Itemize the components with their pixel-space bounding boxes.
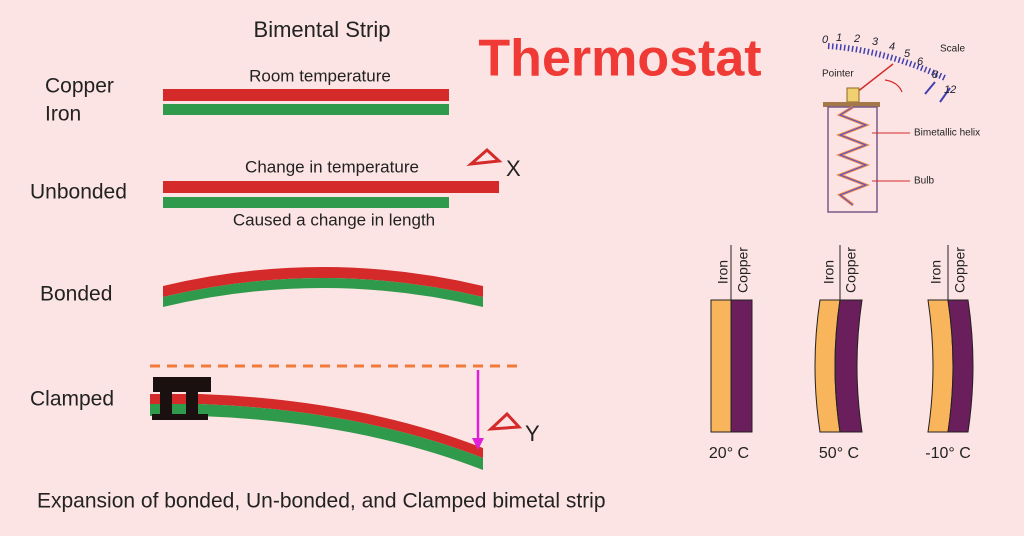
comparison-20: Iron Copper 20° C: [709, 245, 753, 462]
comparison-minus10: Iron Copper -10° C: [925, 245, 974, 462]
scale-number: 0: [822, 34, 829, 46]
copper-bar: [834, 299, 863, 433]
copper-bar: [730, 299, 753, 433]
delta-label: Y: [525, 421, 540, 446]
row-label: Clamped: [30, 388, 114, 411]
iron-strip: [150, 404, 483, 470]
copper-bar: [947, 299, 974, 433]
scale-number: 1: [836, 32, 842, 44]
dial-label: Bulb: [914, 176, 934, 187]
row-label: Bonded: [40, 283, 112, 306]
copper-strip: [163, 89, 449, 101]
metal-label: Iron: [928, 260, 944, 284]
row-label: Iron: [45, 103, 81, 126]
dial-label: Scale: [940, 44, 965, 55]
strip-heading: Bimental Strip: [254, 17, 391, 42]
row-label: Copper: [45, 75, 114, 98]
dial-scale: [827, 43, 947, 81]
scale-number: 4: [889, 41, 895, 53]
bulb-cap: [823, 102, 880, 107]
copper-strip: [150, 394, 483, 458]
caption: Expansion of bonded, Un-bonded, and Clam…: [37, 490, 606, 513]
metal-label: Copper: [735, 247, 751, 293]
row-label: Unbonded: [30, 181, 127, 204]
helix-core: [838, 106, 868, 206]
dial-tick: [939, 87, 951, 103]
copper-strip: [163, 181, 499, 193]
metal-label: Iron: [715, 260, 731, 284]
dial-tick: [924, 81, 936, 95]
iron-bar: [710, 299, 732, 433]
arrow-head: [472, 438, 484, 450]
metal-label: Copper: [843, 247, 859, 293]
scale-number: 3: [872, 36, 879, 48]
iron-strip: [163, 278, 483, 307]
metal-label: Iron: [821, 260, 837, 284]
clamp: [152, 377, 211, 420]
iron-strip: [163, 197, 449, 208]
comparison-50: Iron Copper 50° C: [814, 245, 863, 462]
pointer-arc: [884, 79, 903, 93]
temperature: -10° C: [925, 445, 971, 462]
note: Caused a change in length: [233, 210, 435, 229]
temperature: 50° C: [819, 445, 859, 462]
delta-symbol: [486, 411, 523, 431]
delta-label: X: [506, 156, 521, 181]
scale-number: 12: [944, 84, 956, 96]
pointer-hub: [846, 87, 860, 103]
copper-strip: [163, 267, 483, 297]
scale-number: 6: [917, 56, 924, 68]
dial-label: Pointer: [822, 69, 854, 80]
delta-symbol: [466, 147, 503, 166]
scale-number: 5: [904, 48, 911, 60]
scale-number: 2: [853, 33, 860, 45]
iron-strip: [163, 104, 449, 115]
title: Thermostat: [478, 30, 761, 88]
metal-label: Copper: [952, 247, 968, 293]
dial-label: Bimetallic helix: [914, 128, 980, 139]
note: Change in temperature: [245, 157, 419, 176]
note: Room temperature: [249, 66, 391, 85]
scale-number: 8: [932, 69, 939, 81]
temperature: 20° C: [709, 445, 749, 462]
